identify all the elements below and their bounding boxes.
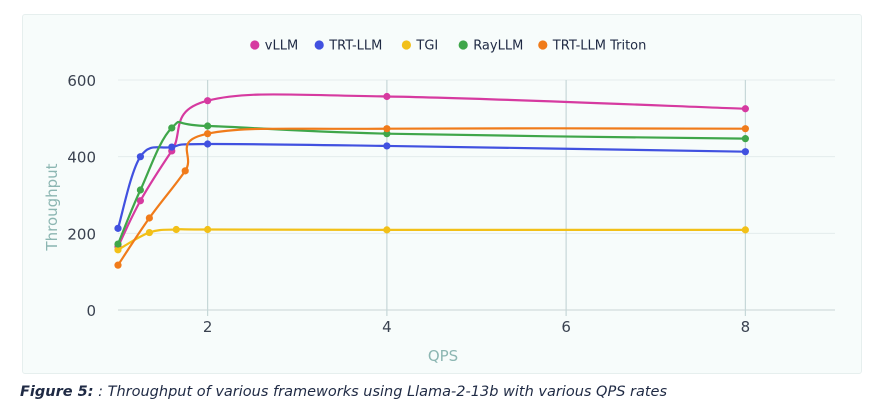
legend-marker bbox=[250, 40, 260, 50]
data-point bbox=[145, 228, 153, 237]
legend-marker bbox=[401, 40, 411, 50]
data-point bbox=[383, 142, 391, 150]
data-point bbox=[383, 226, 391, 234]
data-point bbox=[204, 225, 212, 234]
data-point bbox=[114, 240, 122, 248]
legend: vLLM TRT-LLM TGI RayLLM TRT-LLM Triton bbox=[250, 39, 646, 54]
chart-panel: 0 200 400 600 2 4 6 8 vLLM TRT-LLM TGI RayLLM TRT-L… bbox=[22, 14, 862, 374]
y-tick-label: 200 bbox=[67, 225, 96, 243]
legend-item-vllm: vLLM bbox=[250, 39, 298, 54]
data-point bbox=[741, 226, 749, 234]
data-point bbox=[136, 197, 145, 205]
data-point bbox=[114, 261, 122, 269]
x-tick-label: 4 bbox=[382, 318, 392, 336]
x-tick-label: 8 bbox=[741, 318, 751, 336]
legend-marker bbox=[314, 40, 324, 50]
series-rayllm bbox=[114, 120, 749, 248]
legend-item-trt-llm-triton: TRT-LLM Triton bbox=[538, 39, 646, 54]
y-tick-label: 400 bbox=[67, 149, 96, 167]
data-point bbox=[181, 167, 189, 175]
data-point bbox=[114, 246, 122, 254]
y-tick-label: 600 bbox=[67, 72, 96, 90]
data-point bbox=[741, 125, 749, 133]
data-point bbox=[741, 148, 749, 156]
x-tick-label: 2 bbox=[203, 318, 213, 336]
series-line-trt-llm-triton bbox=[117, 127, 746, 266]
series-trt-llm-triton bbox=[114, 125, 749, 269]
legend-label: TRT-LLM bbox=[328, 39, 382, 54]
data-point bbox=[383, 130, 391, 138]
data-point bbox=[741, 105, 749, 113]
data-point bbox=[145, 214, 153, 222]
data-point bbox=[204, 130, 212, 138]
data-point bbox=[172, 225, 180, 234]
grid bbox=[118, 79, 835, 316]
throughput-line-chart: 0 200 400 600 2 4 6 8 vLLM TRT-LLM TGI RayLLM TRT-L… bbox=[43, 39, 835, 365]
data-point bbox=[383, 92, 391, 101]
x-tick-label: 6 bbox=[561, 318, 571, 336]
series-trt-llm bbox=[114, 140, 749, 232]
series-line-tgi bbox=[117, 228, 746, 251]
data-point bbox=[204, 97, 212, 105]
legend-marker bbox=[538, 40, 548, 50]
data-point bbox=[168, 124, 176, 132]
series-line-vllm bbox=[117, 93, 746, 248]
figure-caption: Figure 5: : Throughput of various framew… bbox=[20, 384, 667, 400]
legend-marker bbox=[458, 40, 468, 50]
series bbox=[114, 92, 749, 269]
data-point bbox=[136, 153, 145, 161]
y-axis-title: Throughput bbox=[43, 163, 61, 251]
data-point bbox=[204, 140, 212, 148]
legend-label: vLLM bbox=[265, 39, 298, 54]
data-point bbox=[114, 224, 122, 232]
data-point bbox=[383, 125, 391, 133]
caption-text: : Throughput of various frameworks using… bbox=[93, 384, 668, 400]
legend-label: TGI bbox=[415, 39, 438, 54]
series-line-rayllm bbox=[116, 120, 746, 245]
data-point bbox=[204, 122, 212, 130]
legend-item-rayllm: RayLLM bbox=[458, 39, 523, 54]
data-point bbox=[168, 143, 176, 151]
y-tick-label: 0 bbox=[86, 302, 96, 320]
data-point bbox=[741, 135, 749, 143]
caption-label: Figure 5: bbox=[20, 384, 94, 400]
x-axis-title: QPS bbox=[428, 347, 458, 365]
legend-item-trt-llm: TRT-LLM bbox=[314, 39, 382, 54]
legend-label: TRT-LLM Triton bbox=[552, 39, 647, 54]
data-point bbox=[136, 186, 145, 194]
series-tgi bbox=[114, 225, 749, 254]
axes: 0 200 400 600 2 4 6 8 bbox=[67, 72, 750, 336]
legend-item-tgi: TGI bbox=[401, 39, 438, 54]
legend-label: RayLLM bbox=[473, 39, 523, 54]
